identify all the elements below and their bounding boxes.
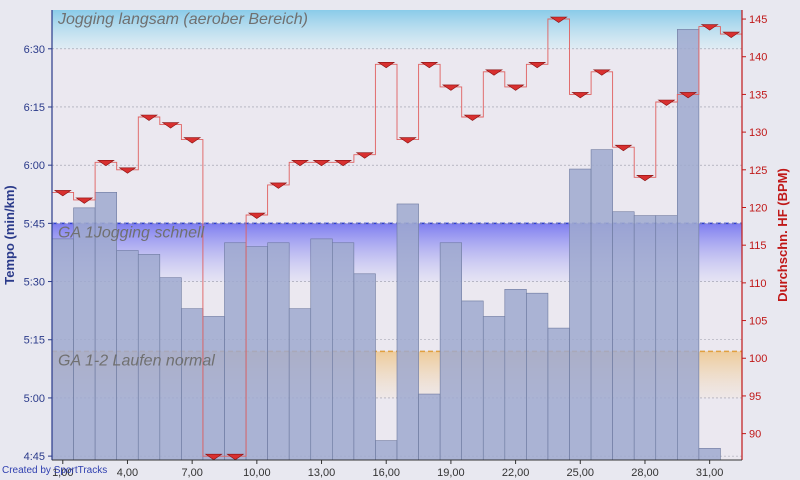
x-tick-label: 28,00: [631, 467, 659, 479]
hr-marker: [700, 24, 719, 31]
left-axis-title: Tempo (min/km): [2, 185, 17, 284]
tempo-bar: [504, 289, 527, 461]
hr-marker: [636, 175, 654, 182]
tempo-bar: [569, 168, 592, 461]
hr-marker: [118, 167, 137, 174]
right-tick-label: 115: [749, 240, 767, 252]
tempo-bar: [439, 242, 462, 461]
hr-marker: [161, 122, 180, 129]
x-tick-label: 22,00: [502, 467, 530, 479]
x-tick-label: 25,00: [567, 467, 595, 479]
hr-marker: [183, 137, 202, 144]
tempo-bar: [181, 308, 204, 461]
tempo-bar: [482, 316, 506, 461]
hr-marker: [485, 69, 503, 76]
right-tick-label: 130: [749, 127, 767, 139]
tempo-bar: [461, 300, 484, 461]
x-tick-label: 19,00: [437, 467, 465, 479]
tempo-bar: [375, 440, 398, 461]
hr-marker: [420, 62, 439, 69]
tempo-bar: [612, 211, 635, 461]
hr-marker: [291, 160, 309, 167]
right-tick-label: 125: [749, 165, 767, 177]
credit-text: Created by SportTracks: [2, 465, 108, 476]
tempo-bar: [332, 242, 355, 461]
left-tick-label: 6:00: [24, 160, 45, 172]
tempo-bar: [396, 203, 419, 461]
zone-label: GA 1Jogging schnell: [58, 224, 205, 241]
hr-marker: [140, 114, 158, 121]
x-tick-label: 10,00: [243, 467, 271, 479]
zone-label: Jogging langsam (aerober Bereich): [57, 11, 308, 28]
tempo-bar: [224, 242, 247, 461]
hr-marker: [398, 137, 417, 144]
right-tick-label: 95: [749, 391, 761, 403]
tempo-bar: [698, 448, 721, 461]
tempo-bar: [418, 393, 441, 461]
right-axis-title: Durchschn. HF (BPM): [775, 168, 790, 302]
right-tick-label: 100: [749, 353, 767, 365]
left-tick-label: 5:00: [24, 393, 45, 405]
left-tick-label: 5:45: [24, 218, 45, 230]
hr-marker: [247, 212, 266, 219]
hr-marker: [226, 453, 245, 461]
tempo-bar: [310, 238, 333, 461]
right-tick-label: 105: [749, 316, 767, 328]
tempo-bar: [202, 316, 225, 461]
tempo-bar: [633, 215, 657, 461]
hr-marker: [592, 69, 611, 76]
hr-marker: [75, 197, 94, 204]
right-tick-label: 110: [749, 278, 767, 290]
left-tick-label: 6:30: [24, 44, 45, 56]
hr-marker: [722, 31, 741, 38]
right-tick-label: 120: [749, 202, 767, 214]
right-tick-label: 145: [749, 14, 767, 26]
tempo-bar: [547, 327, 570, 461]
tempo-bar: [51, 238, 74, 461]
hr-marker: [96, 160, 115, 167]
x-tick-label: 1,00: [52, 467, 73, 479]
zone-label: GA 1-2 Laufen normal: [58, 352, 215, 369]
right-tick-label: 140: [749, 52, 767, 64]
right-tick-label: 135: [749, 89, 767, 101]
hr-marker: [269, 182, 288, 189]
x-tick-label: 31,00: [696, 467, 724, 479]
right-tick-label: 90: [749, 429, 761, 441]
x-tick-label: 4,00: [117, 467, 138, 479]
hr-marker: [334, 160, 353, 167]
hr-step-line: [52, 18, 742, 457]
tempo-bar: [590, 149, 613, 461]
left-tick-label: 5:15: [24, 335, 45, 347]
x-tick-label: 16,00: [372, 467, 400, 479]
hr-marker: [528, 62, 547, 69]
zone-band: [52, 10, 742, 49]
hr-marker: [204, 453, 223, 461]
x-tick-label: 13,00: [308, 467, 336, 479]
left-tick-label: 4:45: [24, 451, 45, 463]
left-tick-label: 5:30: [24, 277, 45, 289]
left-tick-label: 6:15: [24, 102, 45, 114]
tempo-bar: [288, 308, 312, 461]
hr-marker: [463, 114, 482, 121]
tempo-bar: [655, 215, 678, 461]
hr-marker: [679, 92, 698, 99]
hr-marker: [355, 152, 374, 159]
hr-marker: [657, 99, 676, 106]
tempo-bar: [526, 292, 549, 461]
tempo-bar: [245, 246, 268, 461]
hr-marker: [377, 62, 396, 69]
hr-marker: [506, 84, 525, 91]
hr-marker: [441, 84, 460, 91]
hr-marker: [549, 16, 568, 23]
hr-marker: [53, 190, 72, 197]
x-tick-label: 7,00: [181, 467, 202, 479]
tempo-bar: [73, 207, 96, 461]
hr-marker: [571, 92, 590, 99]
hr-marker: [614, 144, 633, 152]
tempo-bar: [267, 242, 290, 461]
hr-marker: [312, 160, 331, 167]
tempo-bar: [353, 273, 376, 461]
